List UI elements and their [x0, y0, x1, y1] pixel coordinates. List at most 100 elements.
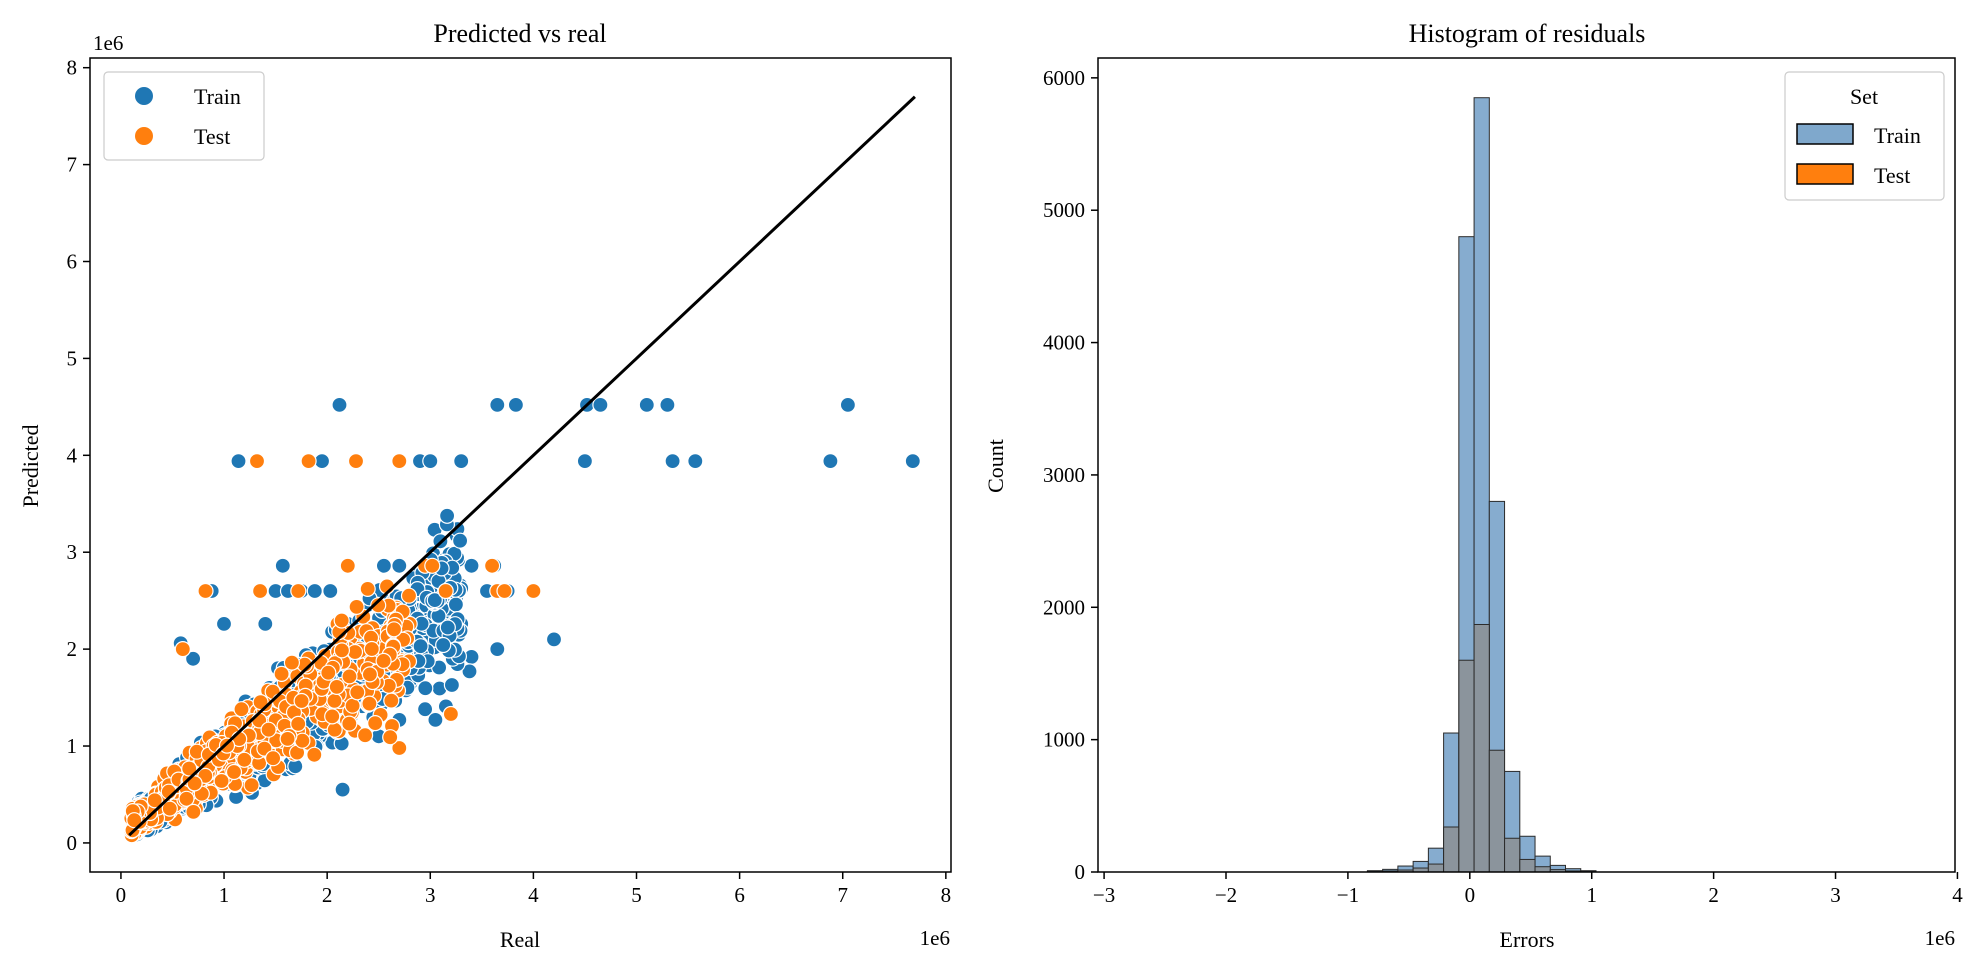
scatter-point-train — [435, 636, 452, 654]
histogram-legend-title: Set — [1850, 84, 1878, 109]
histogram-bar-test — [1519, 858, 1536, 873]
histogram-ylabel: Count — [983, 439, 1008, 493]
scatter-point-train — [334, 781, 351, 798]
histogram-axes-frame — [1097, 57, 1956, 873]
scatter-legend: Train Test — [103, 71, 265, 161]
scatter-point-train — [426, 591, 443, 609]
scatter-point-train — [230, 453, 247, 470]
scatter-point-test — [339, 557, 356, 574]
scatter-point-test — [252, 693, 269, 711]
scatter-point-test — [126, 812, 143, 829]
scatter-point-test — [375, 652, 392, 670]
scatter-point-train — [215, 615, 233, 633]
scatter-point-test — [359, 580, 376, 598]
scatter-point-train — [331, 396, 348, 413]
legend-train-swatch — [1796, 123, 1854, 145]
scatter-point-test — [349, 684, 366, 701]
histogram-bar-test — [1488, 749, 1506, 873]
legend-train-marker — [135, 87, 153, 105]
scatter-point-test — [300, 453, 317, 470]
scatter-point-test — [185, 803, 202, 821]
scatter-point-train — [375, 557, 392, 574]
scatter-ytick-label: 0 — [67, 831, 78, 855]
scatter-point-test — [146, 792, 163, 809]
scatter-point-train — [822, 453, 839, 470]
histogram-legend: Set Train Test — [1784, 71, 1945, 201]
scatter-point-test — [265, 750, 282, 767]
scatter-point-train — [489, 396, 506, 413]
scatter-point-test — [341, 715, 358, 732]
scatter-point-test — [437, 582, 454, 600]
scatter-point-test — [283, 654, 300, 671]
scatter-point-train — [489, 640, 506, 658]
scatter-point-train — [443, 676, 460, 694]
scatter-axis-ticks: 0 1 2 3 4 5 6 7 8 0 1 2 3 4 5 6 7 8 — [67, 56, 952, 907]
histogram-ytick-label: 4000 — [1043, 331, 1085, 355]
scatter-point-test — [400, 587, 418, 604]
scatter-xtick-label: 6 — [734, 883, 745, 907]
scatter-point-test — [326, 692, 343, 710]
scatter-xtick-label: 1 — [219, 883, 230, 907]
histogram-ytick-label: 5000 — [1043, 198, 1085, 222]
scatter-point-test — [197, 582, 214, 600]
legend-train-label: Train — [194, 84, 241, 109]
histogram-xlabel: Errors — [1500, 927, 1555, 952]
scatter-point-test — [181, 760, 198, 777]
scatter-point-test — [484, 557, 501, 574]
scatter-point-train — [452, 532, 469, 549]
scatter-point-test — [213, 772, 230, 790]
scatter-point-test — [442, 705, 459, 723]
histogram-bar-test — [1458, 659, 1475, 873]
scatter-point-train — [439, 619, 456, 636]
scatter-point-test — [306, 746, 323, 763]
scatter-point-train — [659, 396, 676, 413]
scatter-point-test — [361, 695, 378, 712]
scatter-point-train — [313, 453, 331, 470]
scatter-point-test — [225, 763, 243, 781]
scatter-ytick-label: 6 — [67, 250, 78, 274]
scatter-point-test — [186, 775, 203, 792]
scatter-point-train — [545, 631, 563, 648]
scatter-point-train — [638, 396, 655, 413]
scatter-point-train — [461, 663, 478, 680]
scatter-point-test — [363, 640, 380, 658]
scatter-point-test — [290, 582, 307, 600]
scatter-point-test — [178, 790, 195, 807]
histogram-xtick-label: 0 — [1465, 883, 1476, 907]
scatter-point-test — [383, 692, 400, 709]
scatter-point-train — [417, 701, 434, 718]
scatter-point-train — [427, 711, 444, 729]
histogram-xtick-label: −2 — [1215, 883, 1237, 907]
scatter-point-train — [576, 453, 594, 470]
scatter-point-train — [453, 453, 470, 470]
scatter-point-train — [904, 453, 921, 470]
histogram-legend-test-label: Test — [1874, 163, 1910, 188]
histogram-series-test — [1366, 623, 1597, 873]
scatter-panel: Predicted vs real Real Predicted 1e6 1e6… — [18, 19, 952, 952]
scatter-point-test — [252, 582, 269, 600]
scatter-point-test — [367, 714, 384, 732]
scatter-point-test — [273, 665, 290, 683]
histogram-ytick-label: 0 — [1075, 860, 1086, 884]
scatter-point-test — [357, 727, 374, 744]
scatter-point-test — [391, 453, 408, 470]
legend-test-label: Test — [194, 124, 230, 149]
scatter-point-train — [687, 453, 704, 470]
scatter-point-test — [161, 800, 178, 817]
histogram-bar-test — [1534, 866, 1551, 873]
scatter-x-offset-label: 1e6 — [920, 926, 950, 950]
scatter-xtick-label: 5 — [631, 883, 642, 907]
histogram-bar-test — [1504, 837, 1521, 873]
scatter-point-test — [248, 453, 266, 470]
scatter-point-test — [279, 730, 296, 748]
scatter-point-train — [463, 557, 480, 574]
scatter-point-test — [391, 739, 408, 757]
scatter-point-train — [417, 680, 434, 697]
scatter-point-test — [290, 715, 307, 733]
histogram-xtick-label: 4 — [1952, 883, 1963, 907]
scatter-point-test — [424, 557, 441, 574]
scatter-point-train — [839, 396, 857, 413]
histogram-bar-test — [1427, 863, 1445, 873]
scatter-point-train — [439, 507, 456, 524]
scatter-ylabel: Predicted — [18, 424, 43, 507]
